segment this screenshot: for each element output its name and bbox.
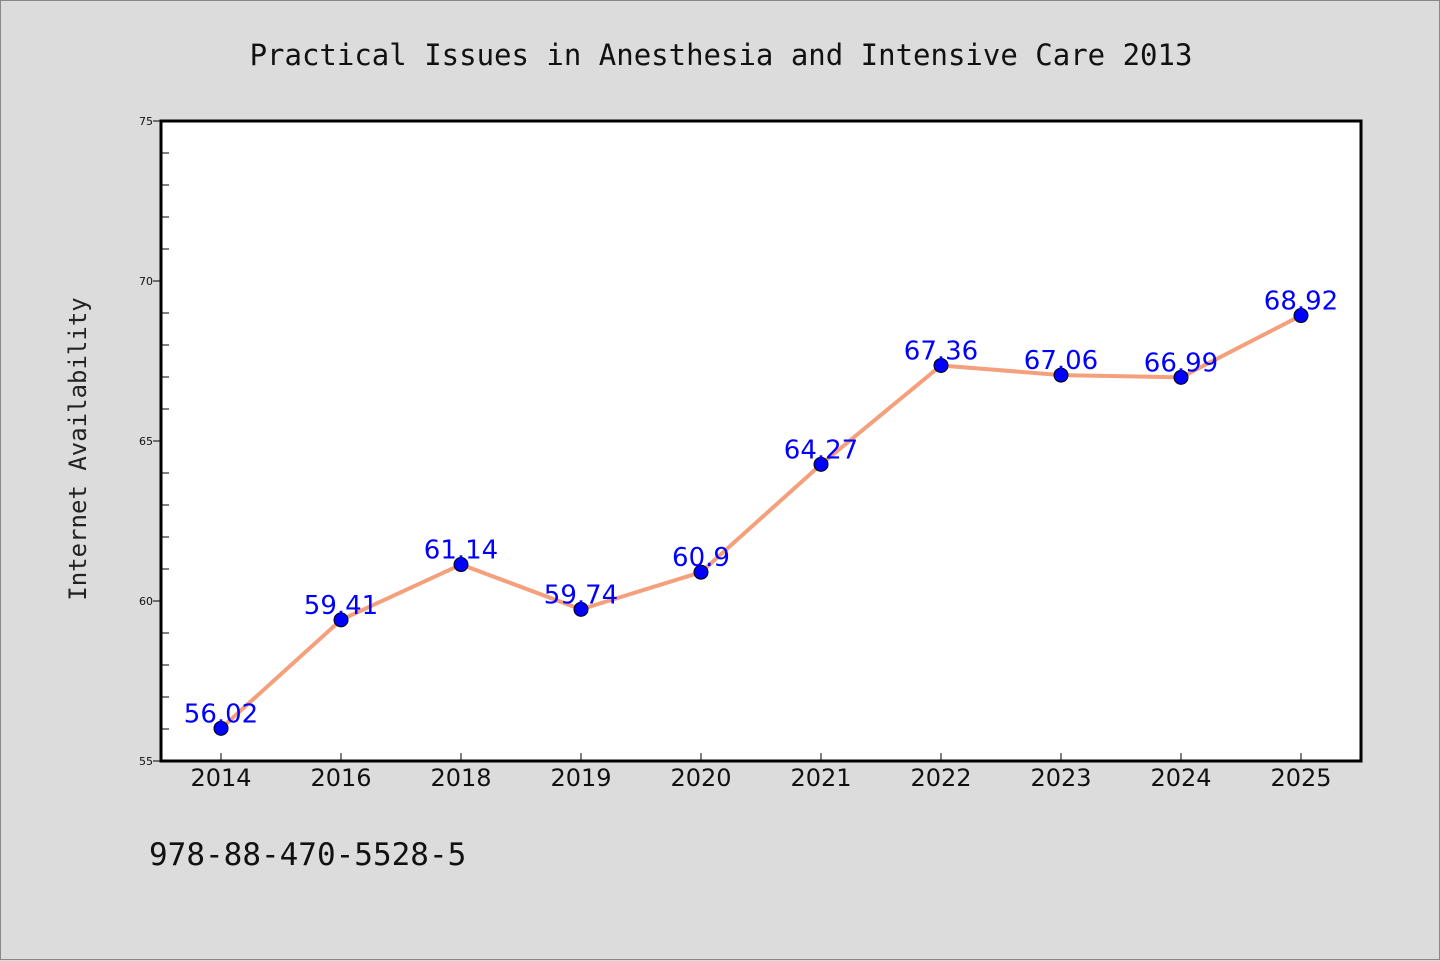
data-point (573, 601, 589, 617)
data-label: 56.02 (184, 699, 258, 729)
y-axis-label: Internet Availability (64, 297, 92, 600)
y-tick-label: 70 (139, 275, 153, 288)
x-tick-label: 2024 (1150, 764, 1211, 792)
y-tick-label: 65 (139, 435, 153, 448)
data-label: 60.9 (672, 543, 730, 573)
data-label: 61.14 (424, 536, 498, 566)
data-label: 66.99 (1144, 348, 1218, 378)
data-label: 68.92 (1264, 287, 1338, 317)
data-label-layer: 56.02 59.41 61.14 59.74 60.9 64.27 67.36 67.06 6… (184, 287, 1338, 730)
data-point (1173, 369, 1189, 385)
y-tick-label: 75 (139, 115, 153, 128)
data-point (1053, 367, 1069, 383)
data-label: 67.06 (1024, 346, 1098, 376)
data-point (1293, 308, 1309, 324)
data-label: 59.74 (544, 580, 618, 610)
plot-area (161, 121, 1361, 761)
data-point (813, 456, 829, 472)
x-tick-label: 2016 (310, 764, 371, 792)
data-point (333, 612, 349, 628)
x-tick-label: 2019 (550, 764, 611, 792)
series-layer (213, 308, 1309, 736)
x-tick-label: 2018 (430, 764, 491, 792)
x-tick-label: 2023 (1030, 764, 1091, 792)
data-label: 59.41 (304, 591, 378, 621)
y-tick-label: 55 (139, 755, 153, 768)
x-tick-label: 2025 (1270, 764, 1331, 792)
y-tick-label: 60 (139, 595, 153, 608)
chart-title: Practical Issues in Anesthesia and Inten… (250, 38, 1193, 72)
footer-isbn: 978-88-470-5528-5 (149, 837, 466, 873)
x-axis: 2014 2016 2018 2019 2020 2021 2022 2023 2024 2025 (190, 753, 1332, 792)
x-tick-label: 2021 (790, 764, 851, 792)
plot-frame (159, 119, 1363, 763)
x-tick-label: 2014 (190, 764, 251, 792)
data-label: 64.27 (784, 435, 858, 465)
data-point (933, 357, 949, 373)
data-label: 67.36 (904, 336, 978, 366)
data-point (453, 557, 469, 573)
x-tick-label: 2020 (670, 764, 731, 792)
x-tick-label: 2022 (910, 764, 971, 792)
data-point (693, 564, 709, 580)
series-line (219, 313, 1303, 731)
data-point (213, 720, 229, 736)
